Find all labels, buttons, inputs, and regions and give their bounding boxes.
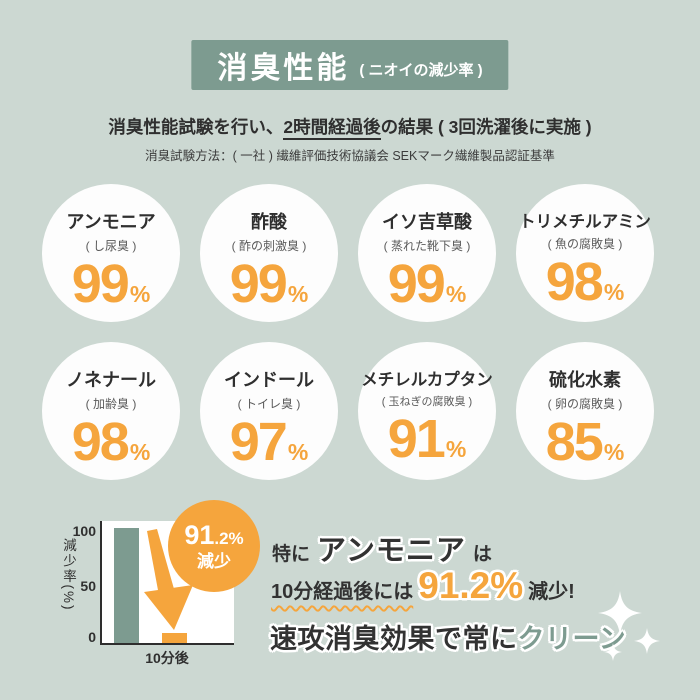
sparkle-medium-icon	[634, 628, 660, 654]
odor-value-number: 97	[229, 412, 288, 472]
odor-value-number: 99	[229, 254, 288, 314]
decrease-arrow-icon	[144, 529, 193, 630]
odor-circle-methyl-mercaptan: メチレルカプタン ( 玉ねぎの腐敗臭 ) 91%	[358, 342, 496, 480]
y-tick-0: 0	[88, 629, 96, 645]
odor-circle-indole: インドール ( トイレ臭 ) 97%	[200, 342, 338, 480]
summary-underlined: 2時間経過後	[283, 117, 381, 140]
callout3-emphasis: クリーン	[517, 624, 627, 654]
summary-post: の結果 ( 3回洗濯後に実施 )	[380, 117, 592, 137]
odor-circle-acetic-acid: 酢酸 ( 酢の刺激臭 ) 99%	[200, 184, 338, 322]
summary-pre: 消臭性能試験を行い、	[108, 117, 284, 137]
odor-value-number: 91	[387, 409, 446, 469]
odor-value-number: 85	[545, 412, 604, 472]
callout2-pre: 10分経過後には	[271, 581, 414, 603]
test-method-note: 消臭試験方法：( 一社 ) 繊維評価技術協議会 SEKマーク繊維製品認証基準	[145, 149, 555, 163]
odor-stats-grid: アンモニア ( し尿臭 ) 99% 酢酸 ( 酢の刺激臭 ) 99% イソ吉草酸…	[42, 184, 658, 480]
odor-value: 85%	[516, 415, 654, 469]
callout-line-3: 速攻消臭効果で常に クリーン	[270, 617, 626, 656]
bar-after-10min	[162, 633, 187, 643]
page-title-note: ( ニオイの減少率 )	[359, 61, 483, 79]
percent-sign: %	[287, 439, 309, 465]
odor-name: ノネナール	[66, 370, 156, 390]
decrease-badge: 91.2% 減少	[168, 500, 260, 592]
odor-name: トリメチルアミン	[519, 213, 651, 231]
chart-x-axis-label: 10分後	[145, 650, 189, 666]
odor-circle-trimethylamine: トリメチルアミン ( 魚の腐敗臭 ) 98%	[516, 184, 654, 322]
y-tick-50: 50	[80, 578, 96, 594]
header-badge: 消臭性能 ( ニオイの減少率 )	[191, 40, 509, 90]
odor-value-number: 99	[387, 254, 446, 314]
odor-source: ( し尿臭 )	[85, 239, 137, 253]
percent-sign: %	[129, 439, 151, 465]
odor-source: ( 魚の腐敗臭 )	[547, 237, 623, 251]
callout2-post: 減少!	[528, 581, 575, 603]
odor-value-number: 98	[71, 412, 130, 472]
odor-source: ( 卵の腐敗臭 )	[547, 397, 623, 411]
odor-value-number: 99	[71, 254, 130, 314]
page-title: 消臭性能	[217, 52, 350, 85]
odor-source: ( トイレ臭 )	[237, 397, 301, 411]
bar-before	[114, 528, 139, 643]
callout-line-2: 10分経過後には 91.2% 減少!	[271, 565, 575, 607]
y-tick-100: 100	[72, 523, 96, 539]
sparkle-small-icon	[604, 643, 622, 661]
decrease-badge-value-big: 91	[184, 519, 215, 550]
odor-value: 97%	[200, 415, 338, 469]
odor-source: ( 蒸れた靴下臭 )	[383, 239, 471, 253]
callout2-emphasis: 91.2%	[418, 565, 524, 606]
odor-circle-isovaleric-acid: イソ吉草酸 ( 蒸れた靴下臭 ) 99%	[358, 184, 496, 322]
odor-value: 91%	[358, 412, 496, 466]
odor-name: 酢酸	[251, 212, 287, 232]
odor-source: ( 酢の刺激臭 )	[231, 239, 307, 253]
decrease-badge-value-small: .2%	[214, 528, 244, 548]
odor-value-number: 98	[545, 252, 604, 312]
odor-name: アンモニア	[66, 212, 156, 232]
callout1-post: は	[472, 544, 492, 565]
percent-sign: %	[445, 436, 467, 462]
callout-line-1: 特に アンモニア は	[272, 527, 492, 569]
odor-source: ( 加齢臭 )	[85, 397, 137, 411]
odor-name: インドール	[224, 370, 314, 390]
callout1-emphasis: アンモニア	[317, 535, 466, 567]
chart-y-axis-label: 減少率(%)	[61, 538, 76, 612]
odor-name: 硫化水素	[549, 370, 621, 390]
percent-sign: %	[287, 281, 309, 307]
odor-name: イソ吉草酸	[382, 212, 472, 232]
percent-sign: %	[129, 281, 151, 307]
sparkle-icons	[598, 591, 660, 661]
percent-sign: %	[603, 439, 625, 465]
percent-sign: %	[603, 279, 625, 305]
odor-circle-hydrogen-sulfide: 硫化水素 ( 卵の腐敗臭 ) 85%	[516, 342, 654, 480]
odor-value: 99%	[42, 257, 180, 311]
decrease-badge-label: 減少	[197, 551, 231, 571]
odor-circle-ammonia: アンモニア ( し尿臭 ) 99%	[42, 184, 180, 322]
odor-value: 98%	[516, 255, 654, 309]
callout1-pre: 特に	[272, 544, 311, 565]
odor-value: 99%	[200, 257, 338, 311]
odor-value: 98%	[42, 415, 180, 469]
odor-name: メチレルカプタン	[361, 371, 493, 389]
percent-sign: %	[445, 281, 467, 307]
decrease-badge-value: 91.2%	[184, 519, 244, 551]
callout3-pre: 速攻消臭効果で常に	[270, 624, 518, 654]
odor-value: 99%	[358, 257, 496, 311]
sparkle-large-icon	[598, 591, 642, 635]
odor-source: ( 玉ねぎの腐敗臭 )	[381, 396, 473, 408]
test-result-summary: 消臭性能試験を行い、2時間経過後の結果 ( 3回洗濯後に実施 )	[0, 114, 700, 140]
odor-circle-nonenal: ノネナール ( 加齢臭 ) 98%	[42, 342, 180, 480]
